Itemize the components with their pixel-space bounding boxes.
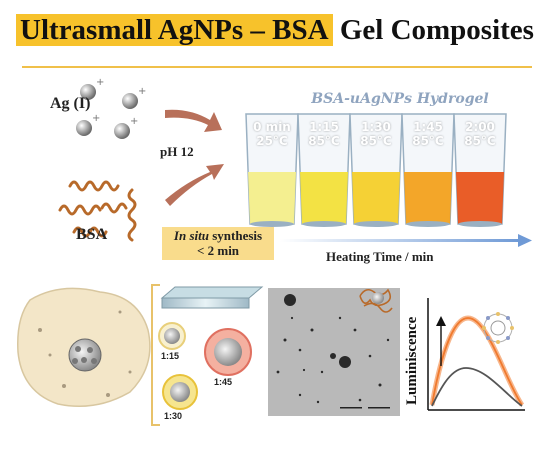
ph-label: pH 12	[160, 144, 194, 159]
vial-time-1: 0 min	[253, 120, 291, 134]
glass-slide	[160, 286, 264, 309]
vial-temp-1: 25°C	[256, 134, 288, 148]
luminescence-plot	[427, 298, 525, 411]
luminiscence-axis-label: Luminiscence	[404, 316, 420, 405]
ratio-label-1-15: 1:15	[161, 351, 180, 361]
in-situ-synthesis-text: synthesis	[208, 228, 263, 243]
vial-label-1: 0 min 25°C	[247, 120, 297, 148]
bsa-label: BSA	[76, 226, 108, 243]
hydrogel-title: BSA-uAgNPs Hydrogel	[311, 91, 489, 107]
silver-ion-label: Ag (I)	[50, 95, 91, 112]
vial-label-2: 1:15 85°C	[299, 120, 349, 148]
svg-text:+: +	[96, 77, 104, 88]
vial-time-5: 2:00	[465, 120, 495, 134]
vial-temp-5: 85°C	[464, 134, 496, 148]
heating-time-label: Heating Time / min	[326, 249, 434, 264]
bracket	[151, 284, 160, 426]
page-title: Ultrasmall AgNPs – BSA Gel Composites	[0, 14, 550, 47]
svg-text:+: +	[130, 116, 138, 127]
silver-ions: + + + +	[76, 77, 146, 139]
gel-composite-blob	[17, 287, 151, 407]
tem-micrograph	[268, 288, 400, 416]
ratio-label-1-30: 1:30	[164, 411, 183, 421]
vial-time-2: 1:15	[309, 120, 339, 134]
vial-time-3: 1:30	[361, 120, 391, 134]
heating-time-arrow	[280, 234, 532, 247]
hydrogel-vials	[245, 113, 507, 227]
vial-temp-3: 85°C	[360, 134, 392, 148]
reaction-arrows	[165, 109, 224, 206]
in-situ-italic: In situ	[173, 228, 209, 243]
ratio-label-1-45: 1:45	[214, 377, 233, 387]
vial-temp-2: 85°C	[308, 134, 340, 148]
in-situ-synthesis-box: In situ synthesis < 2 min	[162, 227, 274, 260]
svg-text:+: +	[138, 86, 146, 97]
composite-discs	[158, 322, 252, 410]
title-rest: Gel Composites	[332, 14, 534, 46]
vial-time-4: 1:45	[413, 120, 443, 134]
svg-text:+: +	[92, 113, 100, 124]
vial-label-5: 2:00 85°C	[455, 120, 505, 148]
vial-temp-4: 85°C	[412, 134, 444, 148]
title-highlight: Ultrasmall AgNPs – BSA	[16, 14, 333, 46]
vial-label-3: 1:30 85°C	[351, 120, 401, 148]
vial-label-4: 1:45 85°C	[403, 120, 453, 148]
in-situ-time: < 2 min	[196, 243, 240, 258]
title-divider	[22, 66, 532, 68]
bsa-protein-strands	[58, 180, 137, 242]
